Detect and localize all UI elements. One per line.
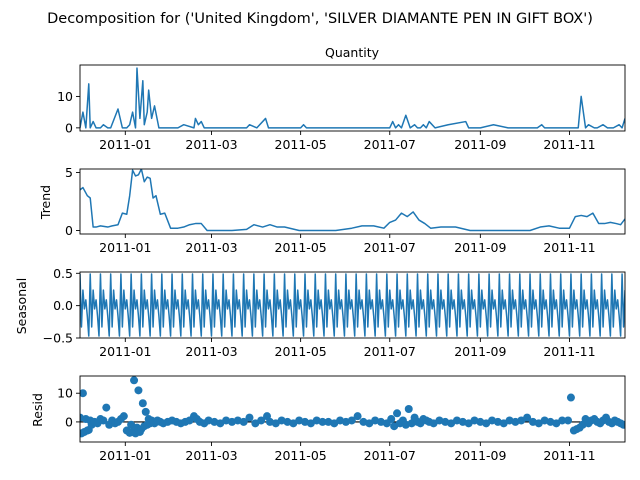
resid-x-tick-label: 2011-03 xyxy=(185,448,237,463)
panel-trend-ylabel: Trend xyxy=(38,185,53,220)
figure-suptitle: Decomposition for ('United Kingdom', 'SI… xyxy=(47,11,593,27)
resid-point xyxy=(102,403,111,412)
resid-point xyxy=(393,409,402,418)
panel-trend-plot: 0 5 2011-01 2011-03 2011-05 2011-07 2011-09 201… xyxy=(65,165,626,255)
panel-resid: Resid 0 10 2011-01 2011-03 2011-05 2011-07 201… xyxy=(30,375,626,463)
trend-x-tick-label: 2011-09 xyxy=(454,240,506,255)
resid-point xyxy=(134,386,143,395)
resid-point xyxy=(558,416,567,425)
trend-x-tick-label: 2011-07 xyxy=(364,240,416,255)
resid-point xyxy=(564,416,573,425)
resid-point xyxy=(387,415,396,424)
panel-quantity: Quantity 0 10 2011-01 2011-03 2011-05 2011-07… xyxy=(57,45,626,152)
panel-quantity-title: Quantity xyxy=(325,45,380,60)
quantity-x-tick-label: 2011-07 xyxy=(364,137,416,152)
seasonal-x-tick-label: 2011-01 xyxy=(99,344,151,359)
quantity-x-tick-label: 2011-09 xyxy=(454,137,506,152)
seasonal-x-tick-label: 2011-03 xyxy=(185,344,237,359)
panel-seasonal: Seasonal −0.5 0.0 0.5 2011-01 2011-03 2011-05… xyxy=(14,266,626,359)
trend-x-tick-label: 2011-11 xyxy=(543,240,595,255)
resid-x-tick-label: 2011-09 xyxy=(454,448,506,463)
quantity-x-tick-label: 2011-01 xyxy=(99,137,151,152)
seasonal-x-tick-label: 2011-05 xyxy=(275,344,327,359)
quantity-marks xyxy=(80,67,625,129)
trend-x-tick-label: 2011-01 xyxy=(99,240,151,255)
resid-point xyxy=(566,393,575,402)
seasonal-marks xyxy=(80,273,625,337)
resid-point xyxy=(138,399,147,408)
trend-y-tick-label: 5 xyxy=(65,165,73,180)
resid-point xyxy=(99,416,108,425)
resid-point xyxy=(523,413,532,422)
seasonal-y-tick-label: 0.0 xyxy=(53,298,73,313)
resid-point xyxy=(318,417,327,426)
trend-x-tick-label: 2011-03 xyxy=(185,240,237,255)
trend-axes-frame xyxy=(79,168,626,235)
resid-point xyxy=(80,389,87,398)
resid-point xyxy=(257,416,266,425)
panel-resid-ylabel: Resid xyxy=(30,393,45,427)
trend-series-line xyxy=(80,169,625,232)
quantity-x-tick-label: 2011-11 xyxy=(543,137,595,152)
panel-trend: Trend 0 5 2011-01 2011-03 2011-05 2011-07 2011… xyxy=(38,165,626,255)
resid-point xyxy=(404,405,413,413)
seasonal-series-line xyxy=(80,273,625,337)
quantity-x-tick-label: 2011-05 xyxy=(275,137,327,152)
resid-point xyxy=(245,413,254,422)
panel-resid-plot: 0 10 2011-01 2011-03 2011-05 2011-07 2011-09 20… xyxy=(57,375,626,463)
panel-seasonal-ylabel: Seasonal xyxy=(14,278,29,335)
resid-point xyxy=(141,407,150,416)
resid-x-tick-label: 2011-01 xyxy=(99,448,151,463)
panel-seasonal-plot: −0.5 0.0 0.5 2011-01 2011-03 2011-05 2011-07 20… xyxy=(43,266,626,359)
resid-y-tick-label: 10 xyxy=(57,386,73,401)
trend-y-tick-label: 0 xyxy=(65,223,73,238)
quantity-x-tick-label: 2011-03 xyxy=(185,137,237,152)
resid-y-tick-label: 0 xyxy=(65,414,73,429)
seasonal-y-tick-label: −0.5 xyxy=(43,331,73,346)
resid-axes-frame xyxy=(79,375,626,443)
seasonal-axes-frame xyxy=(79,271,626,339)
resid-point xyxy=(347,416,356,425)
resid-x-tick-label: 2011-05 xyxy=(275,448,327,463)
resid-marks xyxy=(80,376,625,438)
trend-marks xyxy=(80,169,625,232)
seasonal-x-tick-label: 2011-11 xyxy=(543,344,595,359)
resid-point xyxy=(619,420,625,429)
seasonal-y-tick-label: 0.5 xyxy=(53,266,73,281)
panel-quantity-plot: 0 10 2011-01 2011-03 2011-05 2011-07 2011-09 20… xyxy=(57,64,626,152)
resid-point xyxy=(353,412,362,421)
quantity-axes-frame xyxy=(79,64,626,132)
quantity-y-tick-label: 0 xyxy=(65,120,73,135)
seasonal-x-tick-label: 2011-09 xyxy=(454,344,506,359)
quantity-y-tick-label: 10 xyxy=(57,89,73,104)
resid-x-tick-label: 2011-07 xyxy=(364,448,416,463)
trend-x-tick-label: 2011-05 xyxy=(275,240,327,255)
resid-point xyxy=(119,412,128,421)
resid-point xyxy=(239,417,248,426)
seasonal-x-tick-label: 2011-07 xyxy=(364,344,416,359)
quantity-series-line xyxy=(80,67,625,129)
resid-point xyxy=(130,376,139,385)
resid-x-tick-label: 2011-11 xyxy=(543,448,595,463)
